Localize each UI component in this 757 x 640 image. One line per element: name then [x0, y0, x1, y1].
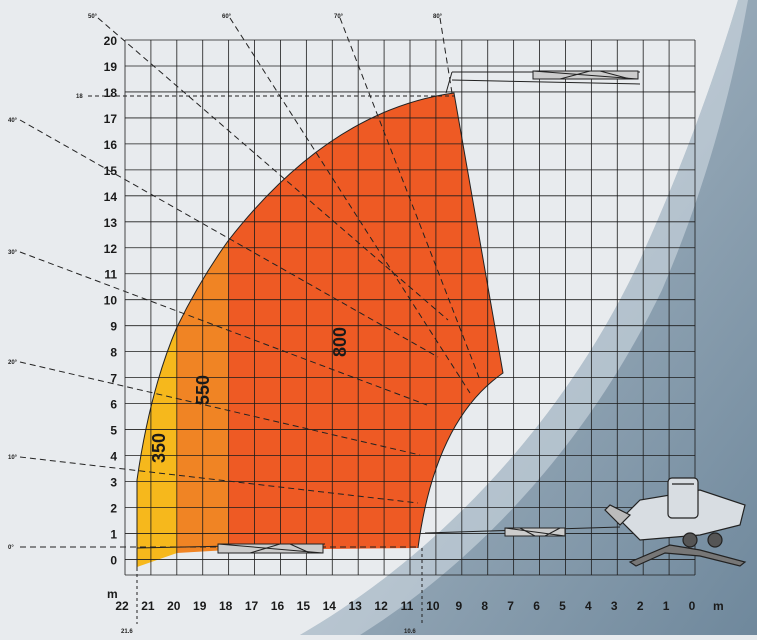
x-unit-label: m: [713, 599, 724, 613]
x-tick-label: 17: [245, 599, 259, 613]
x-tick-label: 12: [374, 599, 388, 613]
y-tick-label: 10: [104, 294, 118, 308]
boom-angle-label: 60°: [222, 14, 232, 20]
x-tick-label: 19: [193, 599, 207, 613]
x-tick-label: 15: [297, 599, 311, 613]
x-tick-label: 4: [585, 599, 592, 613]
y-tick-label: 16: [104, 138, 118, 152]
boom-angle-line: [19, 361, 421, 456]
boom-angle-label: 70°: [334, 14, 344, 20]
boom-angle-label: 80°: [433, 14, 443, 20]
x-tick-label: 21: [141, 599, 155, 613]
boom-angle-line: [19, 456, 419, 504]
y-tick-label: 18: [104, 86, 118, 100]
x-tick-label: 11: [401, 599, 414, 613]
x-tick-label: 9: [455, 599, 462, 613]
boom-extended-0deg: [136, 543, 326, 568]
x-tick-label: 18: [219, 599, 233, 613]
boom-angle-line: [19, 251, 428, 406]
y-tick-label: 5: [110, 424, 117, 438]
y-tick-label: 6: [110, 398, 117, 412]
envelope-outline: [136, 92, 504, 567]
capacity-zone-350: [137, 327, 177, 567]
boom-angle-label: 0°: [8, 545, 14, 551]
boom-angle-label: 40°: [8, 118, 18, 124]
y-tick-label: 14: [104, 190, 118, 204]
y-tick-label: 9: [110, 320, 117, 334]
x-mark-10.6: 10.6: [404, 629, 416, 635]
x-tick-label: 13: [349, 599, 363, 613]
y-tick-label: 8: [110, 346, 117, 360]
x-tick-label: 22: [115, 599, 129, 613]
y-tick-label: 7: [110, 372, 117, 386]
boom-retracted-0deg: [424, 526, 621, 537]
y-tick-label: 0: [110, 553, 117, 567]
y-unit-label: m: [107, 587, 118, 601]
y-tick-label: 17: [104, 112, 118, 126]
x-tick-label: 10: [426, 599, 440, 613]
boom-angle-label: 30°: [8, 250, 18, 256]
telehandler-machine: [604, 477, 747, 567]
x-tick-label: 0: [689, 599, 696, 613]
y-tick-label: 12: [104, 242, 118, 256]
boom-angle-line: [97, 17, 449, 321]
x-tick-label: 6: [533, 599, 540, 613]
x-tick-label: 7: [507, 599, 514, 613]
y-tick-label: 19: [104, 60, 118, 74]
y-mark-18: 18: [76, 94, 83, 100]
x-tick-label: 14: [323, 599, 337, 613]
capacity-label-800: 800: [330, 327, 350, 357]
y-tick-label: 15: [104, 164, 118, 178]
y-tick-label: 3: [110, 476, 117, 490]
x-axis-ticks: 22 21 20 19 18 17 16 15 14 13 12 11 10 9 8 7 6 5 4 3 2 1 0: [115, 599, 695, 613]
x-tick-label: 2: [637, 599, 644, 613]
boom-angle-line: [439, 17, 453, 94]
grid: [124, 39, 696, 576]
y-tick-label: 4: [110, 450, 117, 464]
background-swoosh: [300, 0, 757, 635]
boom-angle-label: 50°: [88, 14, 98, 20]
boom-angle-line: [229, 17, 471, 394]
y-tick-label: 11: [104, 268, 117, 282]
x-tick-label: 20: [167, 599, 181, 613]
capacity-label-550: 550: [193, 375, 213, 405]
boom-angle-line: [339, 17, 481, 381]
capacity-label-350: 350: [149, 433, 169, 463]
x-tick-label: 3: [611, 599, 618, 613]
y-tick-label: 20: [104, 34, 118, 48]
x-tick-label: 16: [271, 599, 285, 613]
boom-80deg: [445, 70, 641, 94]
boom-angle-line: [19, 119, 439, 358]
x-tick-label: 8: [481, 599, 488, 613]
y-tick-label: 2: [110, 501, 117, 515]
boom-angle-label: 10°: [8, 455, 18, 461]
y-tick-label: 1: [110, 527, 117, 541]
y-tick-label: 13: [104, 216, 118, 230]
boom-angle-label: 20°: [8, 360, 18, 366]
x-tick-label: 1: [663, 599, 670, 613]
x-mark-21.6: 21.6: [121, 629, 133, 635]
x-tick-label: 5: [559, 599, 566, 613]
capacity-zone-800: [228, 93, 503, 550]
